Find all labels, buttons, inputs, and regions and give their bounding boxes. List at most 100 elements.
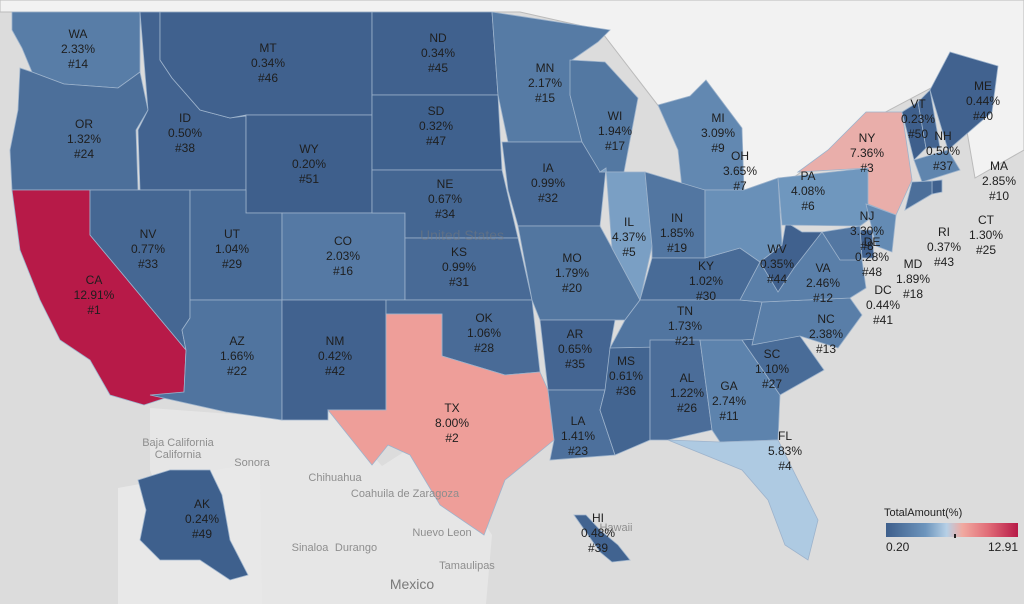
state-shape-ma[interactable] <box>913 149 961 183</box>
state-co-abbr: CO <box>334 234 352 248</box>
state-ma-rank: #10 <box>989 189 1009 203</box>
state-md-value: 1.89% <box>896 272 930 286</box>
geo-labels: Baja California California Sonora Chihua… <box>142 227 632 592</box>
state-in-rank: #19 <box>667 241 687 255</box>
state-vt-value: 0.23% <box>901 112 935 126</box>
state-sd-rank: #47 <box>426 134 446 148</box>
state-ia-rank: #32 <box>538 191 558 205</box>
state-label-ne: NE0.67%#34 <box>428 177 462 221</box>
state-label-md: MD1.89%#18 <box>896 257 930 301</box>
state-az-rank: #22 <box>227 364 247 378</box>
state-labels-layer: WA2.33%#14OR1.32%#24CA12.91%#1ID0.50%#38… <box>61 27 1016 555</box>
state-label-mi: MI3.09%#9 <box>701 111 735 155</box>
state-hi-abbr: HI <box>592 511 604 525</box>
state-ky-rank: #30 <box>696 289 716 303</box>
state-label-fl: FL5.83%#4 <box>768 429 802 473</box>
state-dc-value: 0.44% <box>866 298 900 312</box>
state-label-tx: TX8.00%#2 <box>435 401 469 445</box>
state-label-dc: DC0.44%#41 <box>866 283 900 327</box>
state-mi-value: 3.09% <box>701 126 735 140</box>
state-de-abbr: DE <box>864 235 881 249</box>
state-ms-value: 0.61% <box>609 369 643 383</box>
state-il-value: 4.37% <box>612 230 646 244</box>
state-shape-md[interactable] <box>821 225 863 261</box>
state-fl-value: 5.83% <box>768 444 802 458</box>
state-mt-abbr: MT <box>259 41 277 55</box>
state-ut-rank: #29 <box>222 257 242 271</box>
state-tx-abbr: TX <box>444 401 459 415</box>
state-shape-fl[interactable] <box>667 439 819 561</box>
state-label-nv: NV0.77%#33 <box>131 227 165 271</box>
state-shape-wv[interactable] <box>759 221 823 293</box>
state-shape-ny[interactable] <box>796 111 913 216</box>
state-ct-value: 1.30% <box>969 228 1003 242</box>
state-shape-ct[interactable] <box>904 180 933 211</box>
state-wv-abbr: WV <box>767 242 786 256</box>
state-label-oh: OH3.65%#7 <box>723 149 757 193</box>
state-shape-tx[interactable] <box>327 313 555 536</box>
state-ut-value: 1.04% <box>215 242 249 256</box>
geo-label-durango: Durango <box>335 542 377 554</box>
geo-label-coahuila: Coahuila de Zaragoza <box>351 488 460 500</box>
state-label-me: ME0.44%#40 <box>966 79 1000 123</box>
state-shape-nh[interactable] <box>917 89 941 149</box>
state-ks-value: 0.99% <box>442 260 476 274</box>
state-shape-al[interactable] <box>649 339 713 441</box>
state-nc-abbr: NC <box>817 312 835 326</box>
state-label-ct: CT1.30%#25 <box>969 213 1003 257</box>
state-sc-rank: #27 <box>762 377 782 391</box>
state-nc-value: 2.38% <box>809 327 843 341</box>
state-ne-value: 0.67% <box>428 192 462 206</box>
state-label-ar: AR0.65%#35 <box>558 327 592 371</box>
state-label-ia: IA0.99%#32 <box>531 161 565 205</box>
state-ca-abbr: CA <box>86 273 103 287</box>
legend-tick <box>954 534 956 538</box>
state-ga-value: 2.74% <box>712 394 746 408</box>
state-la-rank: #23 <box>568 444 588 458</box>
state-hi-value: 0.48% <box>581 526 615 540</box>
state-wi-value: 1.94% <box>598 124 632 138</box>
state-il-rank: #5 <box>622 245 636 259</box>
state-in-value: 1.85% <box>660 226 694 240</box>
state-id-value: 0.50% <box>168 126 202 140</box>
state-oh-rank: #7 <box>733 179 747 193</box>
state-ky-abbr: KY <box>698 259 714 273</box>
state-or-value: 1.32% <box>67 132 101 146</box>
state-label-az: AZ1.66%#22 <box>220 334 254 378</box>
state-shape-me[interactable] <box>929 51 999 151</box>
state-ms-abbr: MS <box>617 354 635 368</box>
state-tx-value: 8.00% <box>435 416 469 430</box>
state-label-nc: NC2.38%#13 <box>809 312 843 356</box>
state-ak-rank: #49 <box>192 527 212 541</box>
state-shape-ri[interactable] <box>931 179 943 195</box>
state-wi-rank: #17 <box>605 139 625 153</box>
state-ut-abbr: UT <box>224 227 241 241</box>
state-ak-value: 0.24% <box>185 512 219 526</box>
state-ca-value: 12.91% <box>74 288 115 302</box>
state-shape-or[interactable] <box>9 67 149 191</box>
state-shape-ak[interactable] <box>137 469 249 581</box>
state-label-de: DE0.28%#48 <box>855 235 889 279</box>
state-wa-value: 2.33% <box>61 42 95 56</box>
state-al-rank: #26 <box>677 401 697 415</box>
state-nh-rank: #37 <box>933 159 953 173</box>
state-oh-abbr: OH <box>731 149 749 163</box>
state-md-abbr: MD <box>904 257 923 271</box>
state-az-abbr: AZ <box>229 334 244 348</box>
state-mt-value: 0.34% <box>251 56 285 70</box>
state-ak-abbr: AK <box>194 497 210 511</box>
state-ct-rank: #25 <box>976 243 996 257</box>
state-wy-rank: #51 <box>299 172 319 186</box>
state-sd-abbr: SD <box>428 104 445 118</box>
state-nd-abbr: ND <box>429 31 447 45</box>
state-wa-rank: #14 <box>68 57 88 71</box>
state-ri-value: 0.37% <box>927 240 961 254</box>
state-ca-rank: #1 <box>87 303 101 317</box>
state-or-rank: #24 <box>74 147 94 161</box>
state-shape-hi[interactable] <box>573 514 631 563</box>
state-hi-rank: #39 <box>588 541 608 555</box>
state-mo-abbr: MO <box>562 251 581 265</box>
state-shape-nj[interactable] <box>865 203 897 253</box>
state-label-nd: ND0.34%#45 <box>421 31 455 75</box>
state-pa-rank: #6 <box>801 199 815 213</box>
